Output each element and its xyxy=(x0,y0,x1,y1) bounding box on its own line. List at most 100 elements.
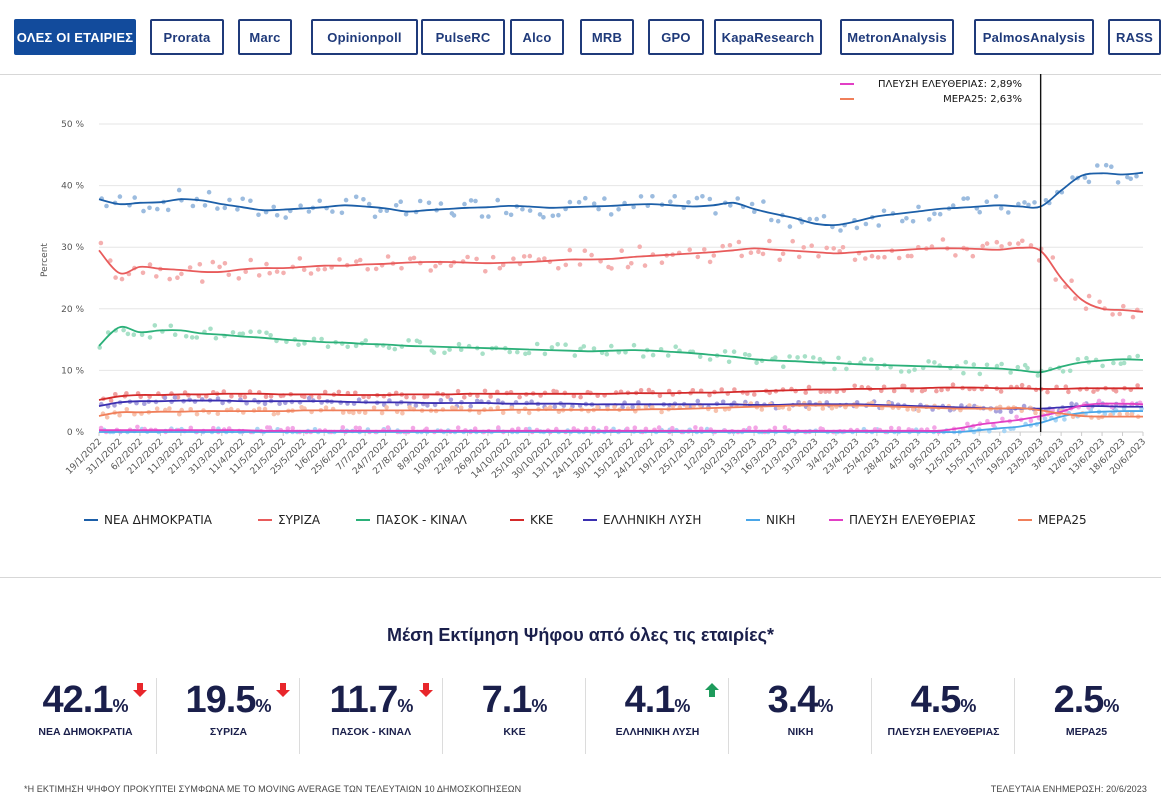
poll-point xyxy=(340,425,346,430)
poll-point xyxy=(526,350,532,356)
poll-point xyxy=(462,395,467,400)
poll-point xyxy=(984,241,990,246)
poll-point xyxy=(665,353,671,358)
legend-item-4[interactable]: ΕΛΛΗΝΙΚΗ ΛΥΣΗ xyxy=(603,513,701,527)
legend-item-1[interactable]: ΣΥΡΙΖΑ xyxy=(278,513,321,527)
pollster-button-8[interactable]: KapaResearch xyxy=(714,19,822,55)
legend-item-6[interactable]: ΠΛΕΥΣΗ ΕΛΕΥΘΕΡΙΑΣ xyxy=(849,513,976,527)
poll-point xyxy=(242,394,248,400)
poll-point xyxy=(747,425,752,431)
poll-point xyxy=(702,247,707,252)
series-line-6 xyxy=(99,402,1144,432)
poll-point xyxy=(1045,389,1050,395)
pollster-button-9[interactable]: MetronAnalysis xyxy=(840,19,954,55)
pollster-button-7[interactable]: GPO xyxy=(648,19,704,55)
poll-point xyxy=(407,405,413,410)
poll-point xyxy=(670,425,675,431)
poll-point xyxy=(1062,417,1067,422)
poll-point xyxy=(578,394,583,400)
poll-point xyxy=(125,331,131,337)
poll-point xyxy=(707,392,712,398)
poll-point xyxy=(399,266,404,271)
poll-point xyxy=(257,329,262,335)
pollster-button-0[interactable]: ΟΛΕΣ ΟΙ ΕΤΑΙΡΙΕΣ xyxy=(14,19,136,55)
legend-item-2[interactable]: ΠΑΣΟΚ - ΚΙΝΑΛ xyxy=(376,513,468,527)
poll-point xyxy=(271,204,277,210)
legend-item-3[interactable]: ΚΚΕ xyxy=(530,513,553,527)
pollster-button-11[interactable]: RASS xyxy=(1108,19,1161,55)
poll-point xyxy=(711,253,717,258)
poll-point xyxy=(277,401,282,407)
legend-item-0[interactable]: ΝΕΑ ΔΗΜΟΚΡΑΤΙΑ xyxy=(104,513,213,527)
poll-point xyxy=(1120,398,1126,404)
poll-point xyxy=(319,336,324,342)
poll-point xyxy=(302,394,307,400)
poll-point xyxy=(283,215,289,220)
legend-item-5[interactable]: ΝΙΚΗ xyxy=(766,513,795,527)
poll-point xyxy=(248,198,253,204)
percent-sign: % xyxy=(112,696,129,716)
poll-point xyxy=(117,194,123,199)
poll-point xyxy=(482,388,488,394)
poll-point xyxy=(188,407,193,412)
poll-point xyxy=(950,382,956,388)
poll-point xyxy=(818,389,824,395)
poll-point xyxy=(970,253,976,259)
poll-point xyxy=(215,206,220,211)
summary-title: Μέση Εκτίμηση Ψήφου από όλες τις εταιρίε… xyxy=(386,625,775,645)
poll-point xyxy=(906,369,912,374)
pollster-filter-bar: ΟΛΕΣ ΟΙ ΕΤΑΙΡΙΕΣ Prorata Marc Opinionpoll Pu… xyxy=(14,19,1161,55)
poll-point xyxy=(769,217,774,223)
poll-point xyxy=(235,207,240,212)
poll-point xyxy=(448,263,454,268)
pollster-button-3[interactable]: Opinionpoll xyxy=(311,19,418,55)
vote-card: 7.1% ΚΚΕ xyxy=(443,676,586,758)
poll-point xyxy=(604,351,610,357)
poll-point xyxy=(1028,418,1034,424)
poll-point xyxy=(603,425,609,431)
poll-point xyxy=(1117,411,1122,417)
poll-point xyxy=(1091,389,1096,394)
trend-up-arrow-icon xyxy=(705,683,719,697)
poll-point xyxy=(357,257,363,263)
poll-point xyxy=(932,360,937,365)
poll-point xyxy=(1095,163,1100,168)
poll-point xyxy=(97,345,102,350)
poll-point xyxy=(500,262,506,268)
poll-point xyxy=(977,371,983,377)
poll-point xyxy=(248,329,253,334)
pollster-button-5[interactable]: Alco xyxy=(510,19,564,55)
trend-down-arrow-icon xyxy=(133,683,147,697)
poll-point xyxy=(271,411,277,417)
poll-point xyxy=(398,199,404,204)
poll-point xyxy=(98,425,104,431)
poll-point xyxy=(189,335,195,340)
vote-value: 3.4% xyxy=(729,678,872,728)
poll-point xyxy=(650,404,655,410)
poll-point xyxy=(790,238,795,244)
poll-point xyxy=(480,351,485,357)
poll-point xyxy=(403,211,409,217)
poll-point xyxy=(517,394,522,400)
vote-number: 3.4 xyxy=(767,679,819,721)
poll-point xyxy=(176,187,182,193)
pollster-button-4[interactable]: PulseRC xyxy=(421,19,505,55)
poll-point xyxy=(131,332,137,338)
poll-point xyxy=(773,355,778,360)
pollster-button-10[interactable]: PalmosAnalysis xyxy=(974,19,1094,55)
poll-point xyxy=(807,216,812,222)
poll-point xyxy=(1075,357,1081,362)
poll-point xyxy=(215,396,221,401)
poll-point xyxy=(742,352,748,357)
vote-value: 19.5% xyxy=(157,678,300,728)
pollster-button-1[interactable]: Prorata xyxy=(150,19,224,55)
poll-point xyxy=(1103,162,1109,168)
poll-point xyxy=(1096,398,1102,404)
poll-point xyxy=(1121,303,1126,309)
poll-point xyxy=(831,246,836,251)
pollster-button-6[interactable]: MRB xyxy=(580,19,634,55)
legend-item-7[interactable]: ΜΕΡΑ25 xyxy=(1038,513,1087,527)
poll-point xyxy=(515,349,520,355)
pollster-button-2[interactable]: Marc xyxy=(238,19,292,55)
poll-point xyxy=(993,194,999,199)
